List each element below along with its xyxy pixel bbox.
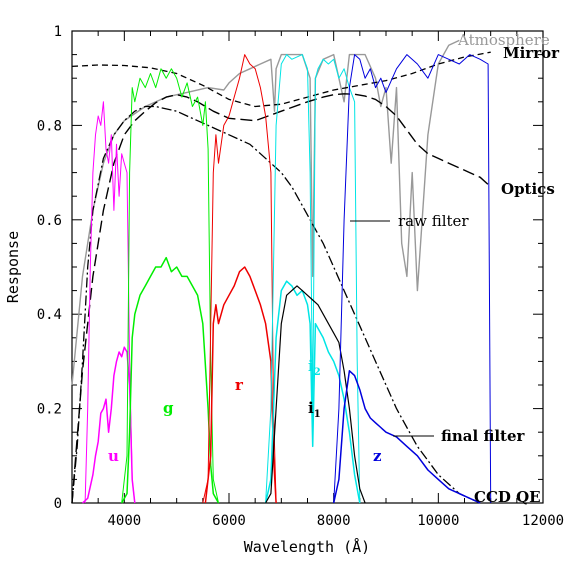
y-axis-label: Response: [4, 231, 22, 303]
x-tick-label: 12000: [522, 513, 564, 529]
x-tick-label: 4000: [107, 513, 141, 529]
x-axis-label: Wavelength (Å): [244, 537, 370, 556]
series-line-i1_final: [265, 285, 366, 504]
label-i1-sub: 1: [314, 409, 321, 420]
series-line-u_raw: [84, 101, 136, 504]
y-tick-label: 0.2: [37, 402, 62, 418]
annotation-ccd-qe: CCD QE: [474, 488, 541, 506]
y-tick-label: 0: [54, 496, 62, 512]
series-line-z_final: [332, 370, 481, 504]
label-z: z: [373, 447, 382, 465]
axis-ticks: 4000 6000 8000 10000 12000 0 0.2 0.4 0.6 0.8 1: [37, 24, 564, 529]
label-i2: i2: [308, 357, 321, 378]
series-curves: [71, 39, 492, 504]
x-tick-label: 8000: [317, 513, 351, 529]
series-line-r_final: [204, 266, 277, 504]
y-tick-label: 0.4: [37, 307, 62, 323]
y-tick-label: 1: [54, 24, 62, 40]
series-line-r_raw: [202, 54, 277, 504]
label-i2-sub: 2: [314, 367, 321, 378]
annotation-mirror: Mirror: [503, 44, 560, 62]
label-u: u: [108, 447, 119, 465]
x-tick-label: 10000: [417, 513, 459, 529]
annotation-raw-filter: raw filter: [398, 212, 469, 230]
series-line-g_raw: [121, 68, 219, 504]
series-line-u_final: [81, 346, 136, 504]
series-line-optics: [71, 93, 492, 504]
annotation-final-filter: final filter: [441, 427, 526, 445]
label-i1-main: i: [308, 399, 314, 417]
series-line-ccd: [71, 105, 481, 504]
series-line-i_final: [264, 280, 361, 504]
label-i1: i1: [308, 399, 321, 420]
label-i2-main: i: [308, 357, 314, 375]
series-line-g_final: [121, 256, 220, 504]
series-line-mirror: [71, 51, 491, 108]
series-line-i_raw: [265, 54, 361, 504]
annotation-optics: Optics: [501, 180, 555, 198]
y-tick-label: 0.8: [37, 118, 62, 134]
y-tick-label: 0.6: [37, 213, 62, 229]
label-r: r: [235, 376, 244, 394]
annotation-atmosphere: Atmosphere: [457, 31, 550, 49]
x-tick-label: 6000: [212, 513, 246, 529]
label-g: g: [163, 399, 174, 417]
series-line-z_raw: [333, 54, 492, 504]
